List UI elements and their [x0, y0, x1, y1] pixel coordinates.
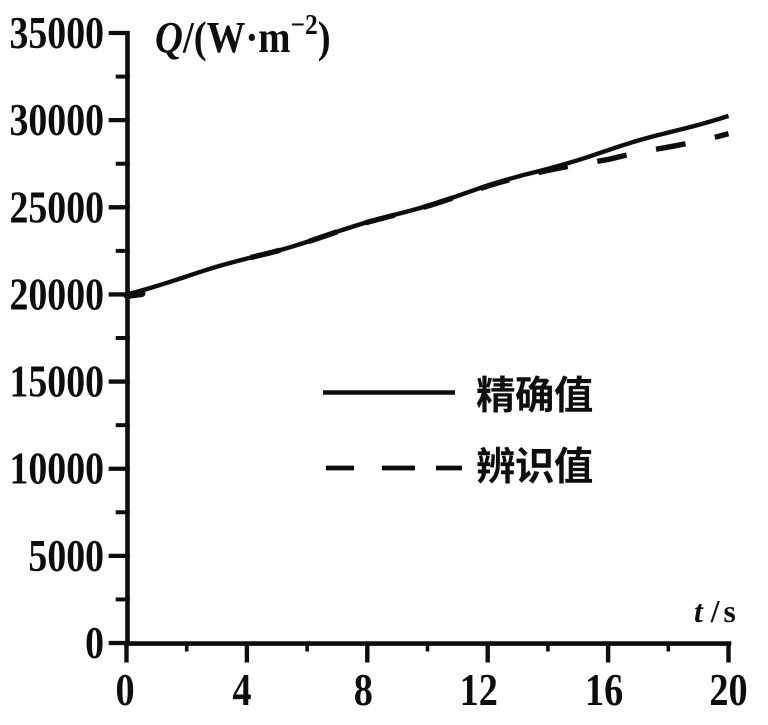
series	[123, 113, 730, 299]
cjk-glyph	[476, 375, 515, 413]
y-axis-title: Q/(W·m−2)	[155, 9, 331, 63]
plot-area	[108, 30, 732, 663]
x-tick-label: 4	[232, 666, 251, 716]
legend	[323, 375, 593, 484]
series-identified	[246, 131, 730, 262]
x-tick-label: 20	[709, 666, 747, 716]
cjk-glyph	[515, 375, 552, 413]
x-tick-label: 8	[354, 666, 373, 716]
x-tick-label: 12	[460, 666, 498, 716]
x-tick-label: 16	[585, 666, 623, 716]
cjk-glyph	[477, 446, 515, 484]
y-tick-label: 0	[85, 618, 104, 668]
scan-artifact	[123, 290, 146, 299]
x-axis-title: t / s	[694, 594, 736, 629]
y-tick-label: 5000	[28, 531, 104, 581]
y-tick-label: 35000	[10, 8, 104, 58]
y-tick-label: 15000	[10, 357, 104, 407]
y-tick-label: 30000	[10, 95, 104, 145]
cjk-glyph	[554, 375, 593, 413]
legend-label-exact	[476, 375, 593, 413]
legend-label-identified	[477, 446, 593, 484]
y-tick-label: 10000	[10, 444, 104, 494]
y-tick-label: 20000	[10, 269, 104, 319]
cjk-glyph	[516, 447, 554, 484]
tick-labels: 0 5000 10000 15000 20000 25000 30000 35000 0 4 8 12…	[10, 8, 748, 716]
y-tick-label: 25000	[10, 182, 104, 232]
x-tick-label: 0	[115, 666, 134, 716]
cjk-glyph	[554, 446, 593, 484]
